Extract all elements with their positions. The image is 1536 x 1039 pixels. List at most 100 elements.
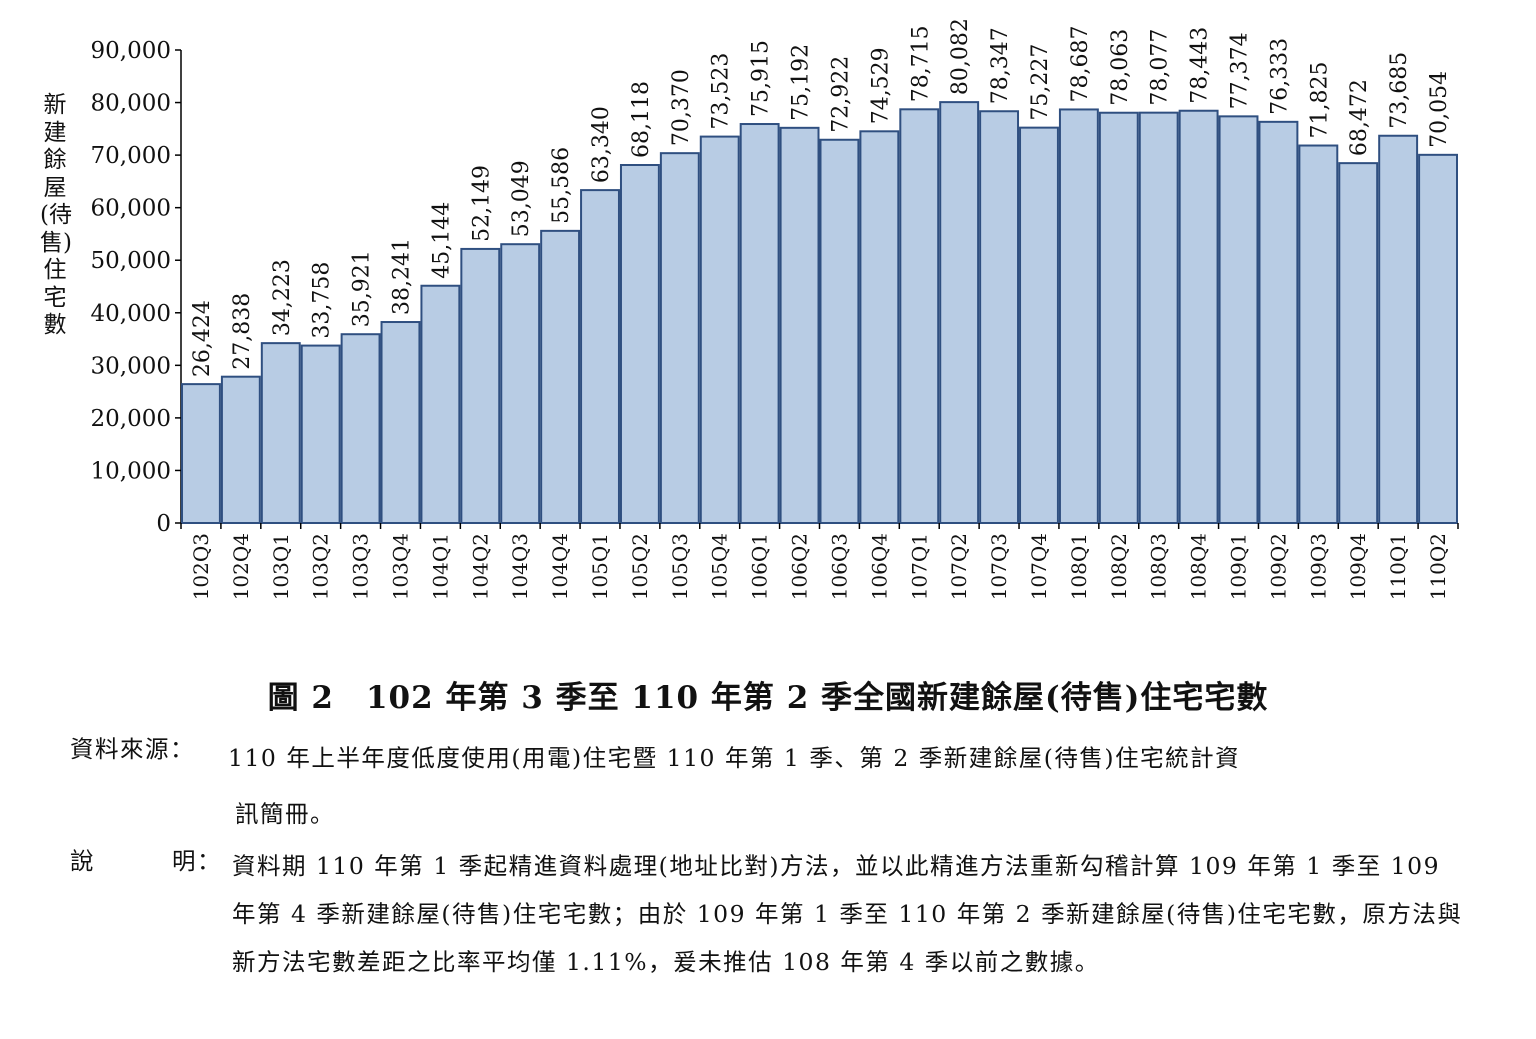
x-tick-label: 106Q3: [827, 533, 851, 600]
data-label: 27,838: [230, 293, 255, 370]
data-label: 72,922: [828, 56, 853, 133]
x-tick-label: 109Q1: [1227, 533, 1251, 600]
x-tick-label: 106Q1: [748, 533, 772, 600]
bar: [939, 101, 980, 524]
data-label: 70,054: [1427, 71, 1452, 148]
source-text: 110 年上半年度低度使用(用電)住宅暨 110 年第 1 季、第 2 季新建餘…: [228, 730, 1478, 842]
bar: [659, 152, 700, 524]
data-label: 76,333: [1267, 38, 1292, 115]
x-tick-label: 102Q3: [189, 533, 213, 600]
bar: [1058, 108, 1099, 525]
data-label: 78,063: [1108, 29, 1133, 106]
x-tick-label: 104Q4: [548, 533, 572, 600]
figure-caption: 圖 2 102 年第 3 季至 110 年第 2 季全國新建餘屋(待售)住宅宅數: [267, 680, 1269, 716]
bar: [580, 189, 620, 525]
x-tick-label: 110Q2: [1426, 533, 1450, 600]
x-tick-label: 108Q4: [1187, 533, 1211, 600]
x-tick-label: 107Q1: [907, 533, 931, 600]
bar: [1218, 115, 1259, 524]
x-tick-label: 104Q2: [468, 533, 492, 600]
x-tick-label: 109Q2: [1266, 533, 1290, 600]
x-tick-label: 108Q3: [1147, 533, 1171, 600]
bar: [739, 123, 780, 524]
data-label: 73,685: [1387, 52, 1412, 129]
y-tick-label: 80,000: [91, 91, 171, 117]
y-tick-label: 20,000: [91, 406, 171, 432]
data-label: 71,825: [1307, 62, 1332, 139]
x-tick-label: 104Q1: [428, 533, 452, 600]
x-tick-label: 103Q1: [269, 533, 293, 600]
y-tick-label: 60,000: [91, 196, 171, 222]
bar-chart: 0 10,000 20,000 30,000 40,000 50,000 60,000 70,…: [91, 18, 1459, 600]
x-tick-label: 107Q4: [1027, 533, 1051, 600]
x-tick-label: 107Q3: [987, 533, 1011, 600]
bar: [1418, 153, 1458, 525]
x-tick-label: 105Q4: [708, 533, 732, 600]
data-label: 55,586: [549, 147, 574, 224]
x-tick-label: 106Q2: [788, 533, 812, 600]
x-tick-label: 109Q4: [1346, 533, 1370, 600]
data-label: 70,370: [669, 69, 694, 146]
y-axis-label: 新建餘屋(待售)住宅數: [40, 92, 72, 338]
x-tick-label: 103Q3: [349, 533, 373, 600]
bar: [859, 130, 900, 525]
data-label: 68,118: [629, 81, 654, 158]
data-label: 78,715: [908, 25, 933, 102]
data-label: 75,915: [749, 40, 774, 117]
data-label: 77,374: [1228, 32, 1253, 109]
data-label: 75,227: [1028, 44, 1053, 121]
bar: [540, 229, 581, 524]
data-label: 35,921: [350, 250, 375, 327]
x-tick-label: 110Q1: [1386, 533, 1410, 600]
bar: [899, 108, 940, 525]
data-label: 78,687: [1068, 25, 1093, 102]
bar: [340, 333, 381, 524]
x-tick-label: 103Q2: [309, 533, 333, 600]
source-line-1: 110 年上半年度低度使用(用電)住宅暨 110 年第 1 季、第 2 季新建餘…: [228, 744, 1241, 772]
bar: [460, 247, 501, 524]
bar: [1098, 111, 1139, 524]
bar: [1178, 109, 1219, 524]
bar: [1019, 126, 1059, 524]
description-text: 資料期 110 年第 1 季起精進資料處理(地址比對)方法，並以此精進方法重新勾…: [232, 852, 1463, 976]
x-tick-label: 108Q2: [1107, 533, 1131, 600]
data-label: 74,529: [868, 47, 893, 124]
y-tick-label: 90,000: [91, 38, 171, 64]
data-label: 26,424: [190, 300, 215, 377]
bar: [500, 243, 541, 524]
description-label-part1: 說: [70, 847, 95, 875]
x-tick-label: 103Q4: [388, 533, 412, 600]
data-label: 63,340: [589, 106, 614, 183]
x-tick-label: 105Q3: [668, 533, 692, 600]
data-label: 38,241: [389, 238, 414, 315]
data-label: 78,347: [988, 27, 1013, 104]
description-label-part2: 明：: [172, 847, 222, 875]
bar: [1338, 162, 1379, 524]
data-label: 45,144: [429, 202, 454, 279]
bar: [1138, 111, 1179, 524]
y-tick-label: 10,000: [91, 458, 171, 484]
bar: [1298, 144, 1339, 525]
source-label: 資料來源：: [70, 735, 195, 763]
bar: [979, 110, 1020, 525]
bar: [1378, 134, 1419, 524]
x-tick-label: 102Q4: [229, 533, 253, 600]
bar: [260, 342, 301, 524]
x-tick-label: 105Q2: [628, 533, 652, 600]
bar: [220, 375, 261, 524]
x-tick-label: 105Q1: [588, 533, 612, 600]
bar: [819, 138, 860, 525]
y-tick-label: 40,000: [91, 301, 171, 327]
x-tick-label: 108Q1: [1067, 533, 1091, 600]
source-line-2: 訊簡冊。: [235, 800, 335, 828]
data-label: 78,443: [1188, 27, 1213, 104]
bar: [779, 126, 820, 524]
x-tick-label: 106Q4: [867, 533, 891, 600]
data-label: 52,149: [469, 165, 494, 242]
bar: [300, 344, 341, 524]
bar: [1258, 120, 1299, 525]
y-tick-label: 70,000: [91, 143, 171, 169]
data-label: 34,223: [270, 259, 295, 336]
bar: [181, 383, 221, 524]
y-tick-label: 50,000: [91, 248, 171, 274]
